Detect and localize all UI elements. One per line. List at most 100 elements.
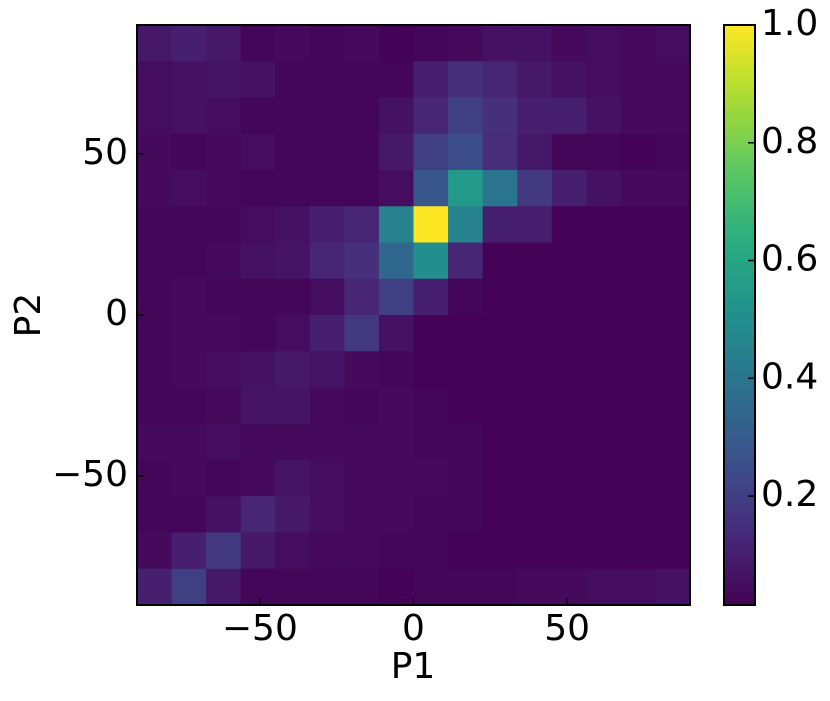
heatmap-cell xyxy=(206,351,242,388)
heatmap-cell xyxy=(275,351,311,388)
heatmap-cell xyxy=(620,25,656,62)
heatmap-cell xyxy=(171,315,207,352)
heatmap-cell xyxy=(240,387,276,425)
heatmap-cell xyxy=(171,242,207,280)
heatmap-cell xyxy=(413,133,449,171)
heatmap-cell xyxy=(551,532,587,570)
heatmap-cell xyxy=(517,170,553,207)
heatmap-cell xyxy=(586,242,622,280)
heatmap-cell xyxy=(378,170,414,207)
heatmap-cell xyxy=(344,568,380,606)
heatmap-cell xyxy=(240,423,276,461)
heatmap-cell xyxy=(482,61,518,98)
heatmap-cell xyxy=(482,460,518,497)
heatmap-cell xyxy=(206,423,242,461)
heatmap-cell xyxy=(137,460,173,497)
x-tick-label: 0 xyxy=(402,608,425,649)
heatmap-cell xyxy=(309,25,345,62)
heatmap-cell xyxy=(517,351,553,388)
heatmap-cell xyxy=(206,206,242,243)
heatmap-cell xyxy=(517,133,553,171)
heatmap xyxy=(137,25,691,606)
heatmap-cell xyxy=(378,423,414,461)
heatmap-cell xyxy=(655,242,691,280)
heatmap-cell xyxy=(551,278,587,316)
heatmap-cell xyxy=(620,61,656,98)
heatmap-cell xyxy=(655,387,691,425)
heatmap-cell xyxy=(344,97,380,135)
heatmap-cell xyxy=(655,133,691,171)
heatmap-cell xyxy=(378,532,414,570)
heatmap-cell xyxy=(206,532,242,570)
heatmap-cell xyxy=(344,387,380,425)
heatmap-cell xyxy=(137,242,173,280)
heatmap-cell xyxy=(551,315,587,352)
heatmap-cell xyxy=(275,315,311,352)
heatmap-cell xyxy=(448,242,484,280)
heatmap-cell xyxy=(309,532,345,570)
heatmap-cell xyxy=(586,133,622,171)
heatmap-cell xyxy=(413,242,449,280)
heatmap-cell xyxy=(275,97,311,135)
heatmap-cell xyxy=(137,387,173,425)
heatmap-cell xyxy=(275,133,311,171)
heatmap-cell xyxy=(655,61,691,98)
heatmap-cell xyxy=(275,242,311,280)
heatmap-cell xyxy=(517,206,553,243)
heatmap-cell xyxy=(448,532,484,570)
heatmap-cell xyxy=(171,61,207,98)
heatmap-cell xyxy=(378,278,414,316)
heatmap-cell xyxy=(171,25,207,62)
heatmap-cell xyxy=(482,532,518,570)
heatmap-cell xyxy=(551,460,587,497)
heatmap-cell xyxy=(413,568,449,606)
heatmap-cell xyxy=(517,496,553,533)
x-tick-label: −50 xyxy=(222,608,298,649)
heatmap-cell xyxy=(551,387,587,425)
heatmap-cell xyxy=(137,496,173,533)
heatmap-cell xyxy=(137,206,173,243)
heatmap-cell xyxy=(551,351,587,388)
heatmap-cell xyxy=(448,170,484,207)
heatmap-cell xyxy=(482,351,518,388)
heatmap-cell xyxy=(137,278,173,316)
heatmap-cell xyxy=(171,387,207,425)
heatmap-cell xyxy=(482,315,518,352)
heatmap-cell xyxy=(137,170,173,207)
heatmap-cell xyxy=(482,278,518,316)
heatmap-cell xyxy=(378,460,414,497)
heatmap-cell xyxy=(309,387,345,425)
heatmap-cell xyxy=(620,278,656,316)
heatmap-cell xyxy=(586,387,622,425)
heatmap-cell xyxy=(413,315,449,352)
heatmap-cell xyxy=(344,423,380,461)
heatmap-cell xyxy=(551,423,587,461)
heatmap-cell xyxy=(206,315,242,352)
heatmap-cell xyxy=(344,315,380,352)
heatmap-cell xyxy=(378,133,414,171)
heatmap-cell xyxy=(378,315,414,352)
heatmap-cell xyxy=(378,61,414,98)
heatmap-cell xyxy=(482,387,518,425)
heatmap-cell xyxy=(620,133,656,171)
heatmap-cell xyxy=(620,315,656,352)
heatmap-cell xyxy=(378,387,414,425)
heatmap-cell xyxy=(206,61,242,98)
heatmap-cell xyxy=(586,315,622,352)
y-tick-label: 0 xyxy=(105,293,128,334)
heatmap-cell xyxy=(171,170,207,207)
heatmap-cell xyxy=(448,278,484,316)
heatmap-cell xyxy=(620,568,656,606)
heatmap-cell xyxy=(171,460,207,497)
heatmap-cell xyxy=(378,496,414,533)
heatmap-cell xyxy=(517,278,553,316)
heatmap-cell xyxy=(586,532,622,570)
heatmap-cell xyxy=(655,278,691,316)
heatmap-cell xyxy=(137,61,173,98)
heatmap-cell xyxy=(275,460,311,497)
heatmap-cell xyxy=(551,97,587,135)
heatmap-cell xyxy=(309,568,345,606)
heatmap-cell xyxy=(309,496,345,533)
heatmap-cell xyxy=(344,170,380,207)
